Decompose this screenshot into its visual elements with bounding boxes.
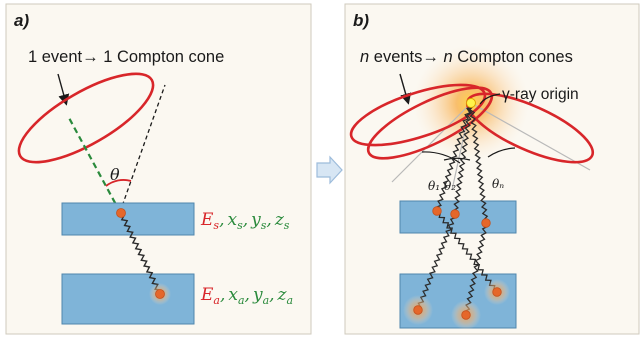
transition-arrow	[316, 155, 343, 185]
theta-label-2: θ₂	[444, 179, 456, 193]
scatter-point-2	[450, 209, 460, 219]
cone-axis-1	[391, 102, 472, 183]
theta-arc-n	[487, 147, 516, 158]
scatter-direction-line	[67, 115, 121, 213]
gamma-path-1	[435, 102, 498, 293]
caption-b-pointer-arrow	[399, 73, 412, 105]
gamma-path-n	[463, 102, 489, 316]
compton-cone-ellipse	[17, 72, 155, 164]
panel-a-caption: 1 event→ 1 Compton cone	[28, 48, 224, 66]
panel-a-label: a)	[14, 11, 29, 30]
cone-axis-line	[119, 84, 166, 213]
theta-arc-2	[443, 157, 471, 161]
gamma-path-2	[417, 102, 474, 311]
origin-pointer	[479, 93, 501, 105]
theta-arc	[105, 179, 132, 187]
theta-label-1: θ₁	[428, 179, 440, 193]
theta-arc-1	[421, 151, 461, 164]
theta-symbol: θ	[110, 165, 120, 184]
absorber-detector	[61, 273, 195, 325]
cone-axis-n	[470, 102, 591, 171]
caption-pointer-arrow	[57, 73, 70, 106]
gamma-path-zigzag	[120, 212, 162, 295]
absorb-point-n	[492, 287, 502, 297]
absorb-point-1	[413, 305, 423, 315]
panel-b-label: b)	[353, 11, 369, 30]
absorb-equation: Ea, xa, ya, za	[200, 285, 293, 307]
scatter-interaction-point	[116, 208, 126, 218]
gamma-origin-label: γ-ray origin	[502, 86, 579, 103]
panel-a: a) 1 event→ 1 Compton cone θ Es, xs, ys, zs…	[5, 3, 312, 335]
theta-label-n: θₙ	[492, 177, 504, 191]
panel-b-caption: n events→ n Compton cones	[360, 48, 573, 66]
scatter-point-1	[432, 206, 442, 216]
panel-b: b) n events→ n Compton cones θ₁ θ₂ θₙ	[344, 3, 640, 335]
absorb-interaction-point	[155, 289, 165, 299]
absorb-point-2	[461, 310, 471, 320]
gamma-origin-point	[466, 98, 476, 108]
scatter-equation: Es, xs, ys, zs	[200, 210, 290, 232]
scatter-point-n	[481, 218, 491, 228]
